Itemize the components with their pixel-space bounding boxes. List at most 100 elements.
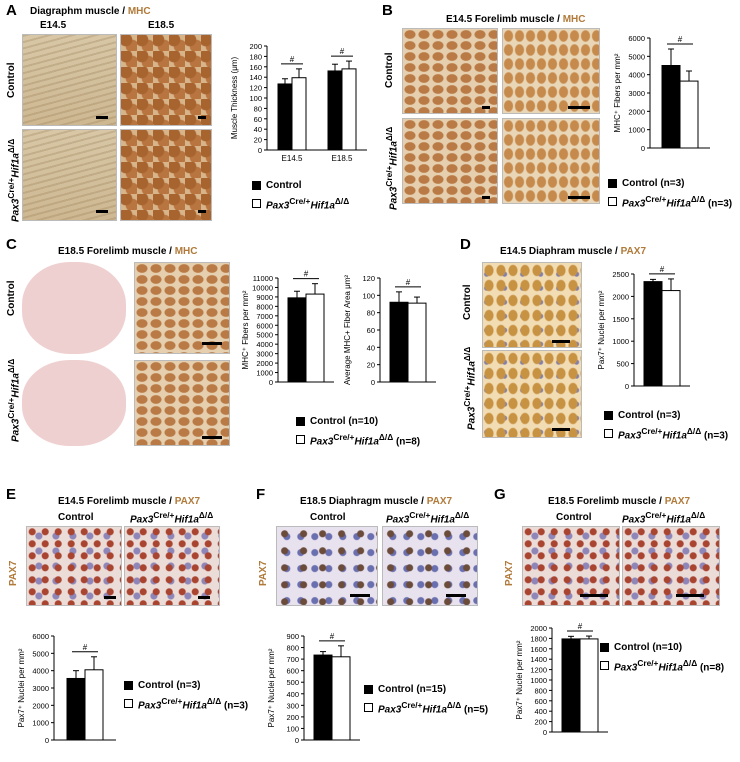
panel-d-row-mutant: Pax3Cre/+Hif1aΔ/Δ: [462, 347, 477, 430]
panel-g-col-mut-gene: Hif1a: [666, 514, 691, 526]
panel-f-scale-bar: [350, 594, 370, 597]
panel-c-stain: MHC: [174, 246, 198, 257]
legend-swatch-mutant: [364, 703, 373, 713]
significance-label: #: [83, 643, 88, 652]
legend-mut-gene: Hif1a: [662, 430, 687, 442]
y-tick-label: 0: [258, 146, 262, 155]
panel-c-legend-mutant: Pax3Cre/+Hif1aΔ/Δ (n=8): [296, 432, 420, 447]
panel-g-legend-mutant-label: Pax3Cre/+Hif1aΔ/Δ (n=8): [614, 658, 724, 673]
legend-mut-sup1: Cre/+: [641, 426, 663, 436]
panel-a-legend-control: Control: [252, 180, 302, 191]
panel-d-legend-mutant: Pax3Cre/+Hif1aΔ/Δ (n=3): [604, 426, 728, 441]
panel-c-image-control-section: [22, 262, 126, 354]
panel-d-row-mut-gene: Hif1a: [466, 361, 478, 386]
legend-swatch-control: [124, 681, 133, 690]
panel-d-legend-control-label: Control (n=3): [618, 410, 681, 421]
bar: [341, 68, 357, 151]
legend-mut-base: Pax3: [622, 198, 646, 210]
panel-d-row-mut-base: Pax3: [466, 406, 478, 430]
y-tick-label: 120: [362, 274, 375, 283]
panel-c-image-mutant-high: [134, 360, 230, 446]
legend-mut-sup1: Cre/+: [645, 194, 667, 204]
bar: [331, 656, 351, 741]
bar: [327, 70, 343, 151]
panel-e-scale-bar: [104, 596, 116, 599]
panel-e-image-control: [26, 526, 122, 606]
chart-axes: 0100020003000400050006000700080009000100…: [241, 270, 334, 387]
y-tick-label: 1000: [530, 676, 547, 685]
legend-mut-n: (n=3): [705, 198, 733, 210]
bar: [277, 83, 293, 151]
panel-a-col-e145: E14.5: [40, 20, 67, 31]
y-tick-label: 700: [286, 655, 299, 664]
panel-b-row-mut-base: Pax3: [388, 186, 400, 210]
legend-mut-sup2: Δ/Δ: [686, 426, 702, 436]
y-tick-label: 5000: [32, 649, 49, 658]
y-tick-label: 3000: [628, 89, 645, 98]
y-tick-label: 100: [249, 94, 262, 103]
y-tick-label: 6000: [32, 632, 49, 641]
legend-mut-base: Pax3: [618, 430, 642, 442]
bar: [313, 654, 333, 741]
legend-swatch-mutant: [604, 429, 613, 439]
y-tick-label: 1600: [530, 645, 547, 654]
panel-a-row-mut-sup1: Cre/+: [6, 177, 16, 199]
panel-f-side-label: PAX7: [258, 560, 269, 586]
panel-b-title-text: E14.5 Forelimb muscle /: [446, 14, 563, 25]
y-tick-label: 300: [286, 701, 299, 710]
panel-c-scale-bar: [202, 436, 222, 439]
panel-e-col-control: Control: [58, 512, 94, 523]
bar: [84, 669, 104, 741]
panel-f-col-mut-sup2: Δ/Δ: [454, 510, 470, 520]
panel-letter-a: A: [6, 2, 17, 19]
y-tick-label: 80: [254, 104, 262, 113]
panel-b-legend-control-label: Control (n=3): [622, 178, 685, 189]
y-axis-label: MHC⁺ Fibers per mm²: [241, 290, 250, 369]
y-tick-label: 100: [362, 291, 375, 300]
bar: [661, 65, 681, 149]
y-tick-label: 2000: [612, 292, 629, 301]
panel-b-image-control-high: [502, 28, 600, 114]
legend-swatch-control: [252, 181, 261, 190]
panel-c-image-mutant-section: [22, 360, 126, 446]
panel-g-side-label: PAX7: [504, 560, 515, 586]
y-tick-label: 0: [295, 736, 299, 745]
y-tick-label: 1200: [530, 666, 547, 675]
panel-d-row-mut-sup2: Δ/Δ: [462, 346, 472, 362]
legend-mut-sup1: Cre/+: [401, 700, 423, 710]
panel-d-title-text: E14.5 Diaphram muscle /: [500, 246, 621, 257]
x-tick-label: E18.5: [332, 154, 353, 163]
y-tick-label: 20: [367, 361, 375, 370]
panel-e-scale-bar: [198, 596, 210, 599]
panel-a-title: Diagraphm muscle / MHC: [30, 6, 151, 17]
panel-b-scale-bar: [568, 196, 590, 199]
legend-mut-gene: Hif1a: [310, 200, 335, 212]
y-tick-label: 80: [367, 309, 375, 318]
y-tick-label: 0: [45, 736, 49, 745]
y-tick-label: 140: [249, 73, 262, 82]
panel-c-bar-chart-fibers: 0100020003000400050006000700080009000100…: [241, 270, 334, 387]
legend-mut-sup2: Δ/Δ: [334, 196, 350, 206]
y-tick-label: 800: [286, 644, 299, 653]
panel-g-stain: PAX7: [664, 496, 691, 507]
panel-f-bar-chart: 0 100 200 300 400 500 600 700 800 900 Pax7⁺ Nuclei…: [267, 632, 360, 745]
panel-b-row-mut-sup1: Cre/+: [384, 165, 394, 187]
panel-e-image-mutant: [124, 526, 220, 606]
y-tick-label: 2000: [256, 359, 273, 368]
panel-g-col-mut-sup1: Cre/+: [645, 510, 667, 520]
panel-c-row-mut-sup2: Δ/Δ: [6, 358, 16, 374]
panel-b-legend-mutant-label: Pax3Cre/+Hif1aΔ/Δ (n=3): [622, 194, 732, 209]
panel-e-legend-mutant-label: Pax3Cre/+Hif1aΔ/Δ (n=3): [138, 696, 248, 711]
bar: [305, 293, 325, 383]
panel-letter-g: G: [494, 486, 506, 503]
y-tick-label: 600: [286, 667, 299, 676]
panel-a-image-control-e145: [22, 34, 117, 126]
legend-mut-gene: Hif1a: [658, 662, 683, 674]
x-tick-label: E14.5: [282, 154, 303, 163]
bar: [661, 290, 681, 387]
panel-e-side-label: PAX7: [8, 560, 19, 586]
y-tick-label: 7000: [256, 312, 273, 321]
y-tick-label: 11000: [253, 274, 273, 283]
panel-e-title: E14.5 Forelimb muscle / PAX7: [58, 496, 200, 507]
